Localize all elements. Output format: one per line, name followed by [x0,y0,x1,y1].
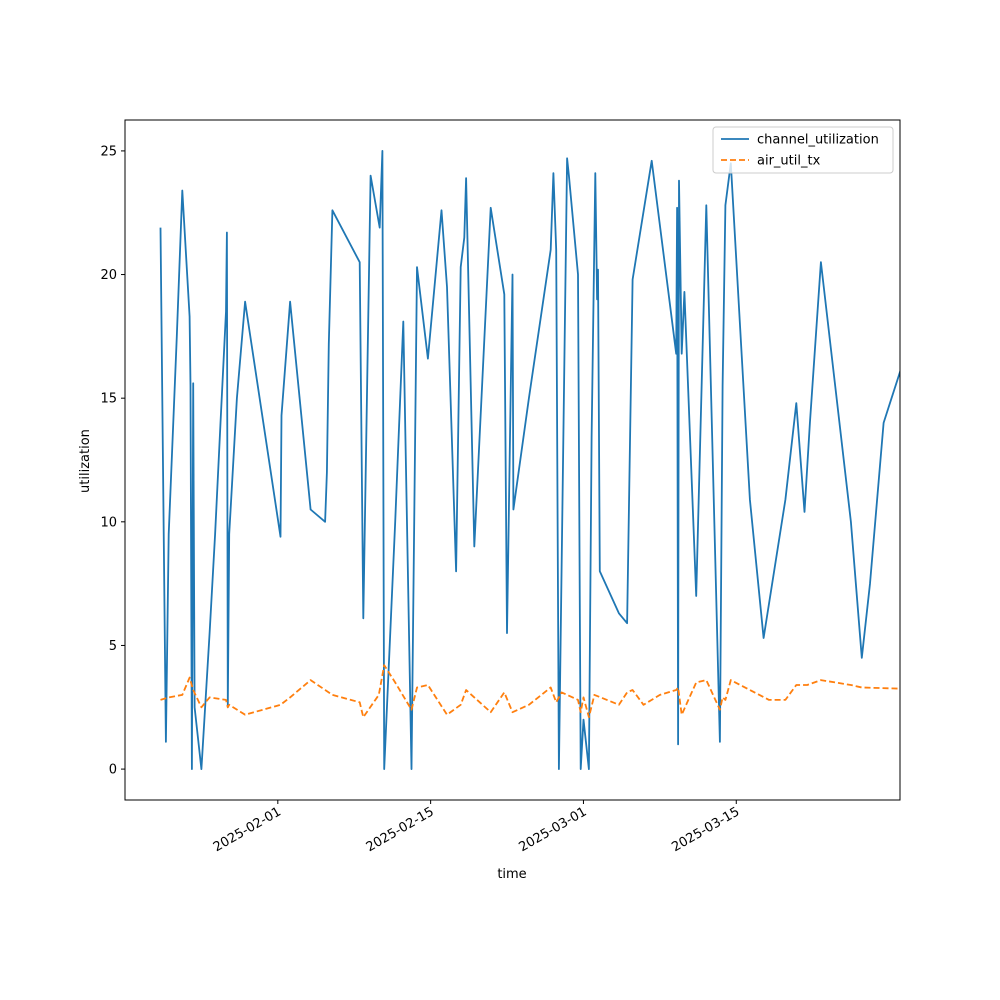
y-tick-label: 5 [109,639,117,654]
y-tick-label: 25 [100,144,117,159]
y-tick-label: 20 [100,268,117,283]
series-line-air-util-tx [160,664,900,719]
x-axis-label: time [497,867,526,882]
y-axis-label: utilization [78,429,93,493]
y-axis: 0 5 10 15 20 25 [100,144,125,778]
series-line-channel-utilization [159,149,900,770]
y-tick-label: 0 [109,763,117,778]
legend-label-channel-utilization: channel_utilization [757,133,879,148]
plot-lines [159,149,900,770]
legend-label-air-util-tx: air_util_tx [757,154,821,169]
legend-box [712,126,894,174]
y-tick-label: 10 [100,515,117,530]
axes-frame [124,119,901,801]
legend: channel_utilization air_util_tx [712,126,894,174]
y-tick-label: 15 [100,392,117,407]
